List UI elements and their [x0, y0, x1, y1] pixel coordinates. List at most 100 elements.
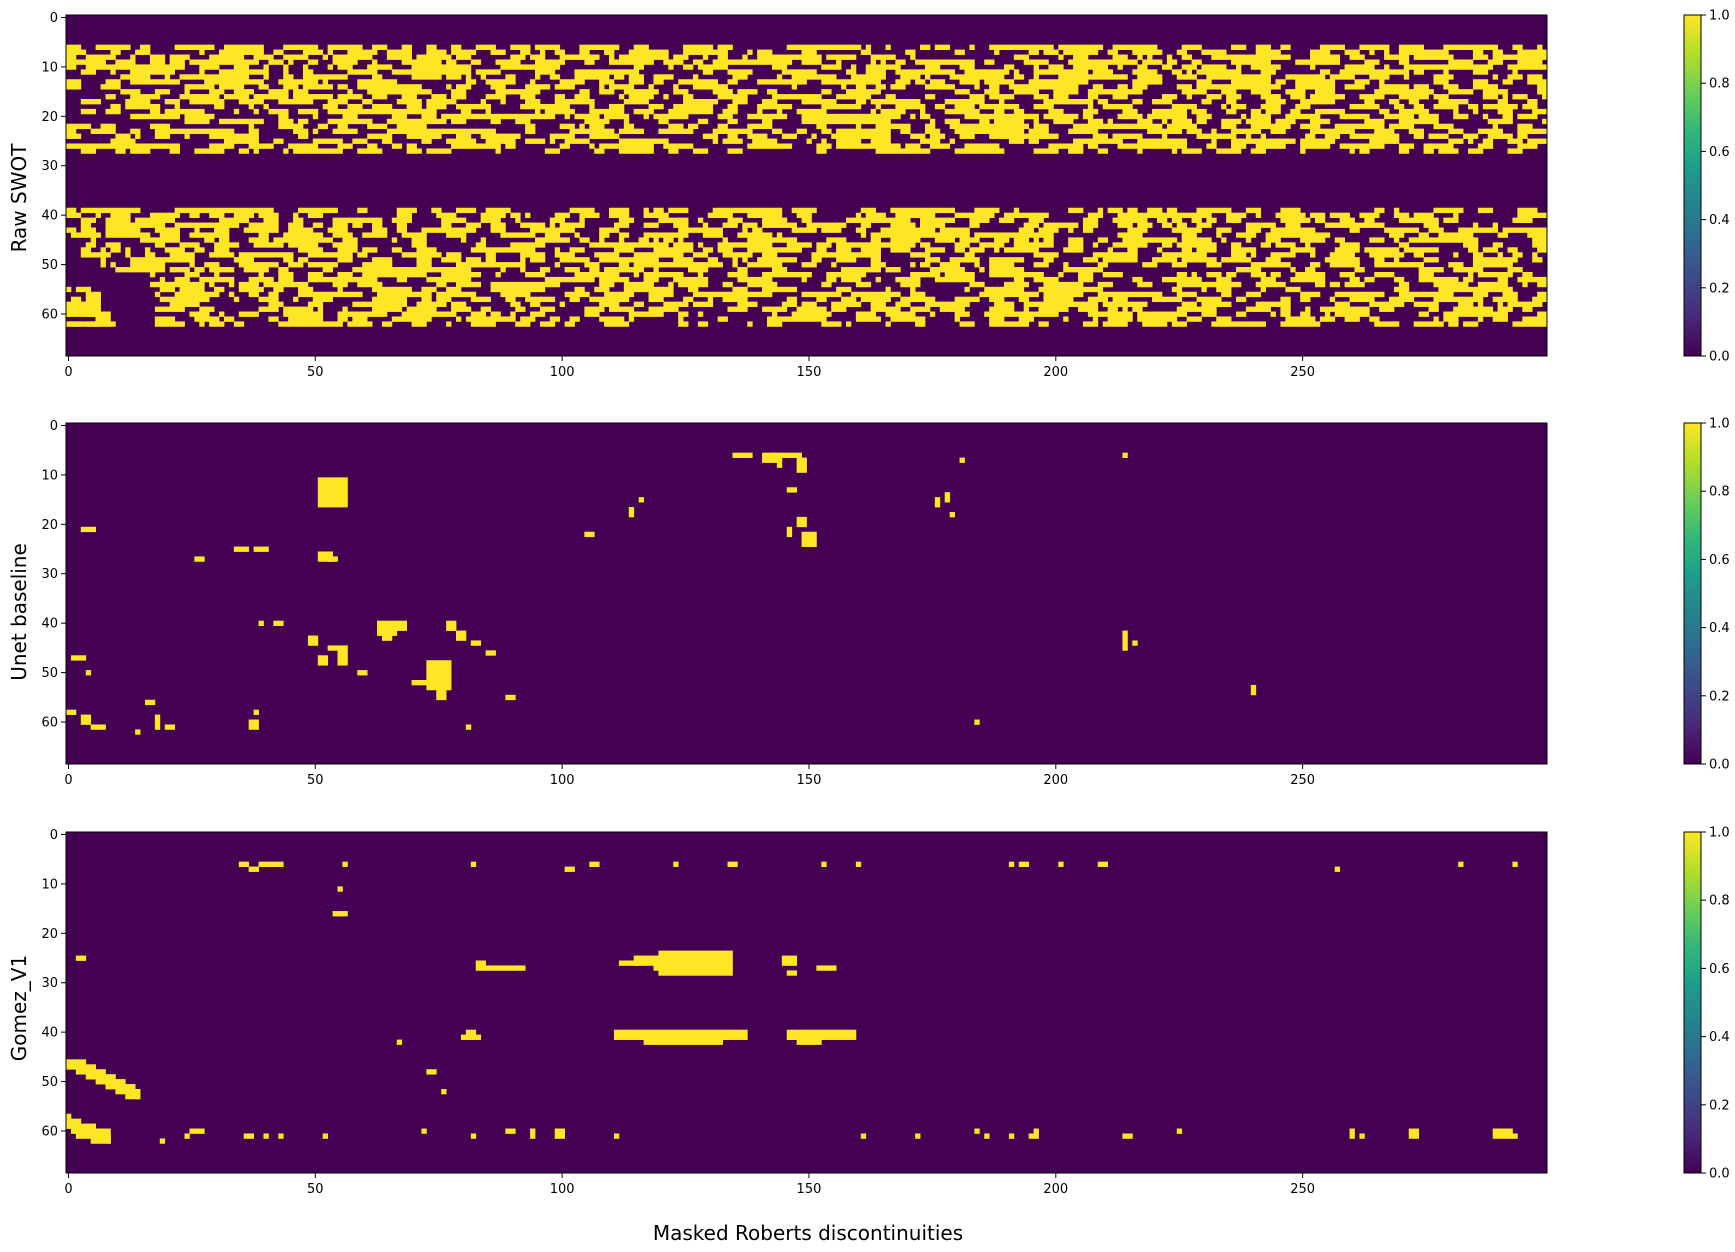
- heatmap-cell: [1201, 207, 1207, 214]
- heatmap-cell: [604, 113, 610, 120]
- heatmap-cell: [327, 148, 333, 154]
- heatmap-cell: [431, 94, 437, 100]
- heatmap-cell: [737, 94, 743, 100]
- heatmap-cell: [1073, 99, 1079, 105]
- heatmap-cell: [1201, 133, 1207, 139]
- heatmap-cell: [757, 108, 763, 115]
- heatmap-cell: [1448, 64, 1454, 70]
- heatmap-cell: [140, 237, 146, 243]
- heatmap-cell: [288, 44, 294, 50]
- ylabel-raw-swot: Raw SWOT: [7, 143, 31, 253]
- heatmap-cell: [228, 242, 235, 248]
- heatmap-cell: [539, 59, 546, 65]
- heatmap-cell: [534, 54, 541, 60]
- heatmap-cell: [1389, 113, 1395, 120]
- heatmap-cell: [164, 217, 171, 223]
- heatmap-cell: [1497, 59, 1503, 65]
- heatmap-cell: [1166, 94, 1173, 100]
- heatmap-cell: [722, 64, 728, 70]
- heatmap-cell: [628, 89, 635, 95]
- heatmap-cell: [1255, 113, 1262, 120]
- heatmap-cell: [791, 74, 798, 80]
- heatmap-cell: [806, 99, 812, 105]
- heatmap-cell: [149, 94, 156, 100]
- heatmap-cell: [317, 138, 324, 144]
- heatmap-cell: [446, 84, 452, 90]
- heatmap-cell: [865, 49, 872, 55]
- heatmap-cell: [189, 232, 195, 238]
- heatmap-cell: [1216, 74, 1222, 80]
- heatmap-cell: [757, 133, 763, 139]
- heatmap-cell: [949, 138, 955, 144]
- heatmap-cell: [184, 44, 190, 50]
- heatmap-cell: [929, 207, 936, 214]
- heatmap-cell: [194, 118, 200, 125]
- heatmap-cell: [253, 237, 259, 243]
- heatmap-cell: [446, 54, 452, 60]
- heatmap-cell: [1117, 212, 1123, 219]
- heatmap-cell: [984, 123, 990, 130]
- heatmap-cell: [416, 103, 422, 110]
- heatmap-cell: [530, 89, 536, 95]
- heatmap-cell: [1166, 59, 1173, 65]
- heatmap-cell: [223, 133, 230, 139]
- heatmap-cell: [332, 103, 338, 110]
- heatmap-cell: [1250, 148, 1257, 154]
- heatmap-cell: [1305, 138, 1311, 144]
- heatmap-cell: [159, 222, 166, 228]
- heatmap-cell: [1517, 113, 1523, 120]
- heatmap-cell: [1339, 237, 1345, 243]
- heatmap-cell: [663, 54, 669, 60]
- heatmap-cell: [628, 54, 635, 60]
- heatmap-cell: [1339, 44, 1345, 50]
- heatmap-cell: [875, 133, 881, 139]
- heatmap-cell: [885, 133, 891, 139]
- heatmap-cell: [1117, 232, 1123, 238]
- heatmap-cell: [1231, 118, 1237, 125]
- heatmap-cell: [1260, 123, 1267, 130]
- heatmap-cell: [1161, 99, 1168, 105]
- heatmap-cell: [451, 59, 457, 65]
- heatmap-cell: [1043, 69, 1049, 75]
- heatmap-cell: [1339, 74, 1345, 80]
- heatmap-cell: [589, 74, 595, 80]
- heatmap-cell: [322, 94, 329, 100]
- heatmap-cell: [456, 44, 462, 50]
- heatmap-cell: [372, 84, 378, 90]
- heatmap-cell: [1295, 232, 1301, 238]
- heatmap-cell: [1152, 99, 1158, 105]
- heatmap-cell: [490, 44, 496, 50]
- heatmap-cell: [495, 84, 501, 90]
- heatmap-cell: [757, 242, 763, 248]
- heatmap-cell: [885, 94, 891, 100]
- heatmap-cell: [1063, 89, 1069, 95]
- heatmap-cell: [1334, 123, 1341, 130]
- heatmap-cell: [485, 138, 491, 144]
- heatmap-cell: [1008, 123, 1015, 130]
- heatmap-cell: [1300, 59, 1306, 65]
- heatmap-cell: [1196, 237, 1202, 243]
- heatmap-cell: [1186, 123, 1192, 130]
- heatmap-cell: [534, 242, 541, 248]
- heatmap-cell: [1157, 79, 1163, 85]
- heatmap-cell: [1482, 64, 1489, 70]
- heatmap-cell: [727, 44, 733, 50]
- heatmap-cell: [1472, 49, 1479, 55]
- heatmap-cell: [762, 54, 768, 60]
- heatmap-cell: [1112, 49, 1118, 55]
- heatmap-cell: [1063, 94, 1069, 100]
- heatmap-cell: [194, 222, 200, 228]
- heatmap-cell: [1379, 84, 1385, 90]
- heatmap-cell: [1043, 99, 1049, 105]
- heatmap-cell: [742, 54, 748, 60]
- heatmap-cell: [599, 128, 605, 135]
- heatmap-cell: [915, 237, 921, 243]
- heatmap-cell: [416, 64, 422, 70]
- heatmap-cell: [1245, 128, 1252, 135]
- heatmap-cell: [228, 49, 235, 55]
- heatmap-cell: [1137, 44, 1143, 50]
- heatmap-cell: [1290, 242, 1296, 248]
- heatmap-cell: [164, 113, 171, 120]
- heatmap-cell: [781, 222, 788, 228]
- heatmap-cell: [480, 113, 487, 120]
